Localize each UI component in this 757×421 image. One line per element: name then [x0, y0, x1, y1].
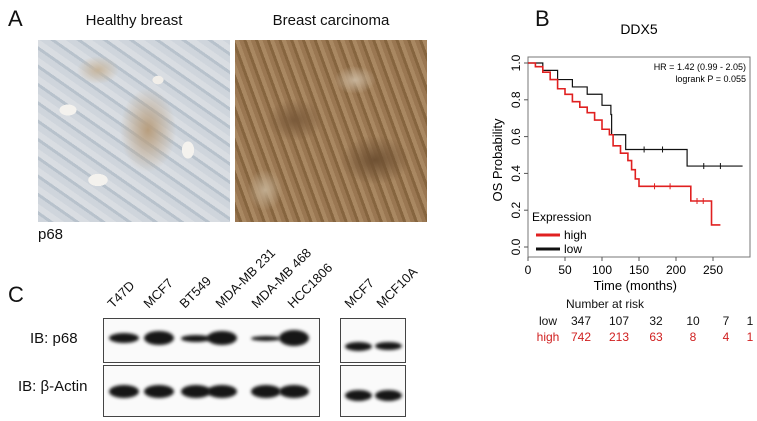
blot-p68-right — [340, 318, 406, 363]
lane-label: T47D — [104, 277, 138, 311]
x-tick-label: 100 — [592, 263, 612, 277]
risk-value: 8 — [689, 330, 697, 344]
x-tick-label: 250 — [703, 263, 723, 277]
blot-label-p68: IB: p68 — [30, 330, 78, 347]
x-tick-label: 150 — [629, 263, 649, 277]
blot-actin-left — [103, 365, 320, 417]
blot-band — [181, 384, 211, 398]
x-tick-label: 200 — [666, 263, 686, 277]
risk-value: 7 — [722, 314, 730, 328]
survival-chart: DDX5 0 50 100 150 200 250 0.0 0.2 0.4 0.6 0.8 1.0 Tim… — [490, 21, 751, 293]
blot-band — [144, 331, 174, 345]
breast-carcinoma-image — [235, 40, 427, 222]
blot-band — [207, 384, 237, 398]
blot-band — [279, 330, 309, 346]
blot-band — [251, 335, 281, 341]
blot-band — [144, 384, 174, 398]
y-tick-label: 0.4 — [509, 165, 523, 182]
blot-band — [345, 341, 372, 351]
lane-label: MCF10A — [373, 264, 421, 311]
plot-frame — [527, 56, 751, 258]
risk-heading: Number at risk — [566, 297, 645, 311]
curve-low — [528, 62, 743, 167]
risk-value: 1 — [746, 330, 754, 344]
blot-p68-left — [103, 318, 320, 363]
risk-value: 213 — [608, 330, 630, 344]
lane-label: BT549 — [176, 273, 215, 311]
hr-annotation: logrank P = 0.055 — [675, 74, 746, 84]
stain-label: p68 — [38, 226, 64, 243]
panel-c-letter: C — [8, 282, 24, 307]
blot-label-actin: IB: β-Actin — [18, 378, 88, 395]
risk-value: 4 — [722, 330, 730, 344]
panel-a-letter: A — [8, 6, 23, 31]
risk-row-label: low — [538, 314, 557, 328]
healthy-title: Healthy breast — [85, 12, 183, 29]
blot-band — [375, 342, 402, 350]
legend-title: Expression — [532, 210, 591, 224]
blot-band — [207, 331, 237, 345]
blot-band — [345, 389, 372, 401]
chart-title: DDX5 — [620, 21, 658, 37]
y-tick-label: 0.6 — [509, 128, 523, 145]
blot-band — [279, 384, 309, 398]
risk-value: 107 — [608, 314, 630, 328]
lane-label: MCF7 — [140, 275, 177, 311]
y-tick-label: 0.8 — [509, 91, 523, 108]
y-tick-label: 0.0 — [509, 238, 523, 255]
legend-label-low: low — [564, 242, 582, 256]
x-axis-label: Time (months) — [594, 278, 677, 293]
blot-band — [375, 389, 402, 401]
risk-value: 1 — [746, 314, 754, 328]
x-tick-label: 50 — [558, 263, 572, 277]
y-tick-label: 1.0 — [509, 54, 523, 71]
hr-annotation: HR = 1.42 (0.99 - 2.05) — [654, 62, 746, 72]
risk-value: 32 — [649, 314, 663, 328]
risk-row-label: high — [536, 330, 560, 344]
lane-label: MCF7 — [341, 275, 378, 311]
carcinoma-title: Breast carcinoma — [272, 12, 390, 29]
risk-value: 10 — [686, 314, 700, 328]
risk-value: 742 — [570, 330, 592, 344]
y-tick-label: 0.2 — [509, 202, 523, 219]
x-tick-label: 0 — [525, 263, 532, 277]
blot-band — [251, 384, 281, 398]
panel-b-letter: B — [535, 6, 550, 31]
healthy-breast-image — [38, 40, 230, 222]
curve-high — [528, 62, 721, 226]
legend-label-high: high — [564, 228, 587, 242]
blot-band — [109, 384, 139, 398]
blot-band — [181, 334, 211, 342]
blot-band — [109, 333, 139, 343]
risk-value: 347 — [570, 314, 592, 328]
blot-actin-right — [340, 365, 406, 417]
risk-value: 63 — [649, 330, 663, 344]
y-axis-label: OS Probability — [490, 118, 505, 202]
